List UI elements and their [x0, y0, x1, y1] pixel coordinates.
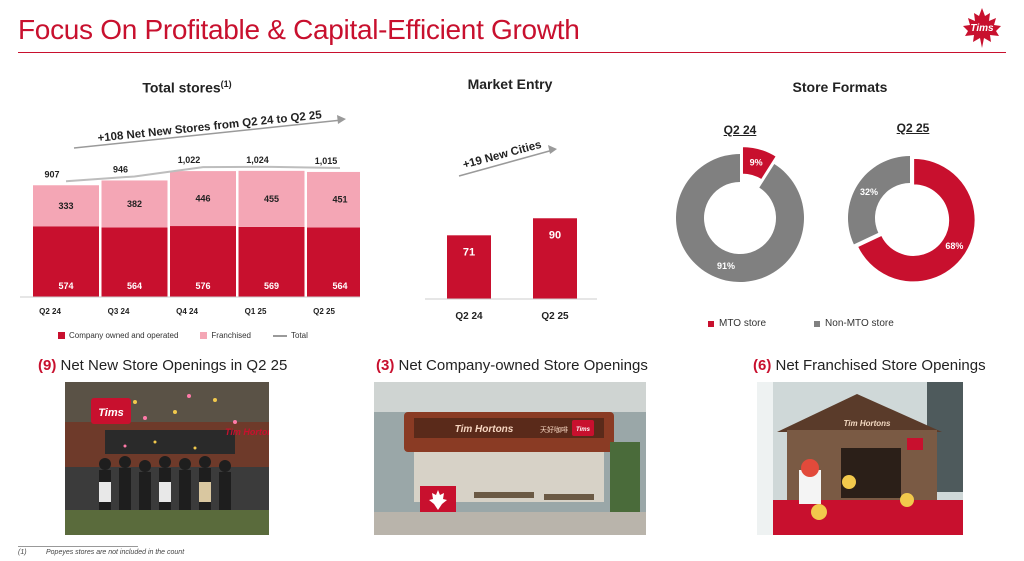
tims-logo: Tims	[963, 8, 1001, 48]
photo2-sign: Tims	[576, 427, 591, 433]
photo2-cn: 天好咖啡	[540, 425, 568, 434]
company-value-label: 576	[195, 281, 210, 291]
franchised-bar	[170, 171, 236, 227]
mto-slice	[856, 157, 977, 283]
company-bar	[307, 227, 360, 297]
legend-mto: MTO store	[708, 318, 766, 329]
legend-total: Total	[273, 331, 308, 340]
company-value-label: 574	[58, 281, 73, 291]
franchised-bar	[101, 180, 168, 228]
company-value-label: 564	[127, 281, 142, 291]
maple-leaf-icon	[429, 490, 447, 510]
photo1-sign: Tims	[98, 407, 123, 419]
total-value-label: 1,024	[246, 155, 269, 165]
photo2-brand: Tim Hortons	[455, 424, 514, 435]
x-tick-label: Q2 24	[455, 311, 483, 322]
mto-percent-label: 9%	[750, 157, 763, 167]
store-opening-photo: Tim Hortons Tims	[65, 382, 269, 535]
non-mto-percent-label: 91%	[717, 261, 735, 271]
franchised-bar	[307, 171, 360, 228]
opening-title-net-new: (9) Net New Store Openings in Q2 25	[38, 357, 288, 374]
total-stores-chart: +108 Net New Stores from Q2 24 to Q2 25 …	[20, 109, 360, 316]
photo3-brand: Tim Hortons	[844, 419, 892, 428]
annotation-text: +108 Net New Stores from Q2 24 to Q2 25	[97, 109, 323, 145]
legend-company: Company owned and operated	[58, 331, 178, 340]
x-tick-label: Q3 24	[108, 307, 130, 316]
store-formats-title: Store Formats	[792, 79, 888, 95]
market-entry-bar	[533, 218, 577, 299]
x-tick-label: Q2 25	[541, 311, 569, 322]
franchised-value-label: 451	[332, 195, 347, 205]
market-entry-bar	[447, 235, 491, 299]
maple-leaf-icon	[963, 8, 1001, 48]
total-stores-legend: Company owned and operated Franchised To…	[58, 331, 330, 340]
company-bar	[170, 226, 236, 297]
company-value-label: 569	[264, 281, 279, 291]
photo1-brand: Tim Hortons	[225, 427, 269, 437]
mto-percent-label: 68%	[945, 241, 963, 251]
footnote-divider	[18, 546, 138, 547]
total-stores-title: Total stores(1)	[142, 79, 232, 96]
non-mto-percent-label: 32%	[860, 187, 878, 197]
store-formats-legend: MTO store Non-MTO store	[708, 318, 942, 329]
title-divider	[18, 52, 1006, 53]
x-tick-label: Q4 24	[176, 307, 198, 316]
non-mto-slice	[676, 154, 804, 282]
donut-right-label: Q2 25	[896, 121, 930, 135]
market-entry-title: Market Entry	[467, 76, 553, 92]
market-entry-chart: +19 New Cities 71 Q2 24 90 Q2 25	[425, 139, 597, 322]
franchised-value-label: 455	[264, 194, 279, 204]
annotation-arrow	[458, 149, 554, 177]
company-value-label: 564	[332, 281, 347, 291]
total-value-label: 1,015	[315, 156, 338, 166]
total-value-label: 1,022	[178, 155, 201, 165]
annotation-text: +19 New Cities	[462, 139, 543, 172]
franchised-bar	[33, 185, 99, 227]
non-mto-slice	[848, 156, 910, 245]
opening-title-franchised: (6) Net Franchised Store Openings	[753, 357, 986, 374]
company-bar	[238, 226, 305, 297]
annotation-arrow	[73, 119, 343, 149]
x-tick-label: Q2 24	[39, 307, 61, 316]
franchised-value-label: 333	[58, 201, 73, 211]
franchised-value-label: 446	[195, 194, 210, 204]
total-value-label: 946	[113, 164, 128, 174]
logo-text: Tims	[970, 23, 994, 34]
total-value-label: 907	[44, 169, 59, 179]
total-line	[65, 165, 341, 183]
annotation-arrowhead	[548, 145, 557, 154]
x-tick-label: Q1 25	[245, 307, 267, 316]
mto-slice	[741, 145, 778, 181]
company-store-photo: Tim Hortons 天好咖啡 Tims	[374, 382, 646, 535]
new-cities-annotation: +19 New Cities	[458, 139, 557, 177]
net-new-stores-annotation: +108 Net New Stores from Q2 24 to Q2 25	[73, 109, 346, 149]
franchised-store-photo: Tim Hortons	[757, 382, 963, 535]
franchised-value-label: 382	[127, 199, 142, 209]
page-title: Focus On Profitable & Capital-Efficient …	[18, 14, 580, 45]
footnote: (1) Popeyes stores are not included in th…	[18, 549, 185, 556]
legend-non-mto: Non-MTO store	[814, 318, 894, 329]
franchised-bar	[238, 170, 305, 227]
bar-value-label: 71	[463, 246, 475, 258]
annotation-arrowhead	[337, 115, 346, 124]
company-bar	[33, 226, 99, 297]
company-bar	[101, 227, 168, 297]
legend-franchised: Franchised	[200, 331, 251, 340]
x-tick-label: Q2 25	[313, 307, 335, 316]
donut-left-label: Q2 24	[723, 123, 757, 137]
store-formats-chart: 9% 91% 68% 32%	[676, 145, 977, 283]
bar-value-label: 90	[549, 229, 561, 241]
opening-title-company: (3) Net Company-owned Store Openings	[376, 357, 648, 374]
